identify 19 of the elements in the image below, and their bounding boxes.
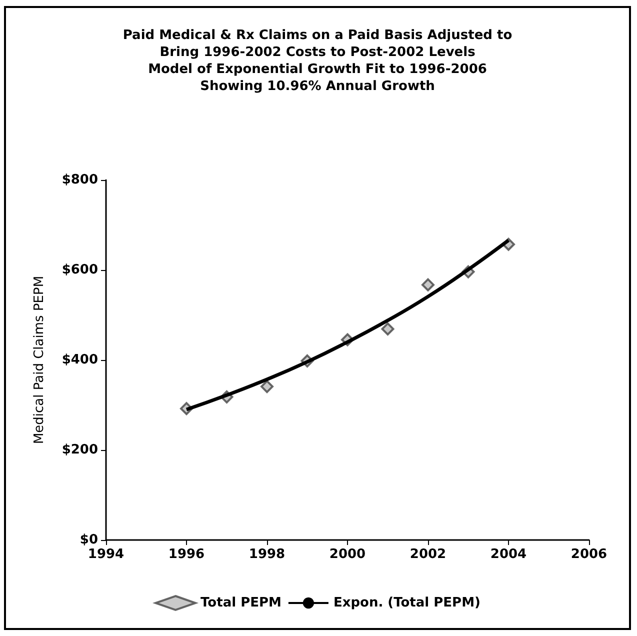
y-tick-label: $200 xyxy=(62,442,98,458)
chart-title: Paid Medical & Rx Claims on a Paid Basis Adjusted to Bring 1996-2002 Costs to Post-2002 Levels Model of Exponential Growth Fit to 1996-2006 Showing 10.96% Annual Growth xyxy=(122,28,512,94)
x-tick-label: 1996 xyxy=(168,547,205,562)
x-tick-label: 2002 xyxy=(410,547,446,562)
x-tick-label: 2000 xyxy=(329,547,366,562)
y-tick-label: $800 xyxy=(62,172,98,188)
point xyxy=(260,380,274,394)
point xyxy=(381,322,394,336)
legend-label: Total PEPM xyxy=(200,596,282,610)
point xyxy=(422,278,434,292)
x-tick-label: 2004 xyxy=(490,547,527,562)
y-axis-title: Medical Paid Claims PEPM xyxy=(32,276,47,444)
x-tick-label: 1994 xyxy=(88,547,124,562)
legend-label: Expon. (Total PEPM) xyxy=(333,596,480,610)
y-tick-label: $600 xyxy=(62,262,98,278)
y-tick-label: $400 xyxy=(62,352,98,368)
x-tick-label: 2006 xyxy=(570,547,608,562)
x-tick-label: 1998 xyxy=(248,547,286,562)
y-tick-label: $0 xyxy=(80,532,98,548)
